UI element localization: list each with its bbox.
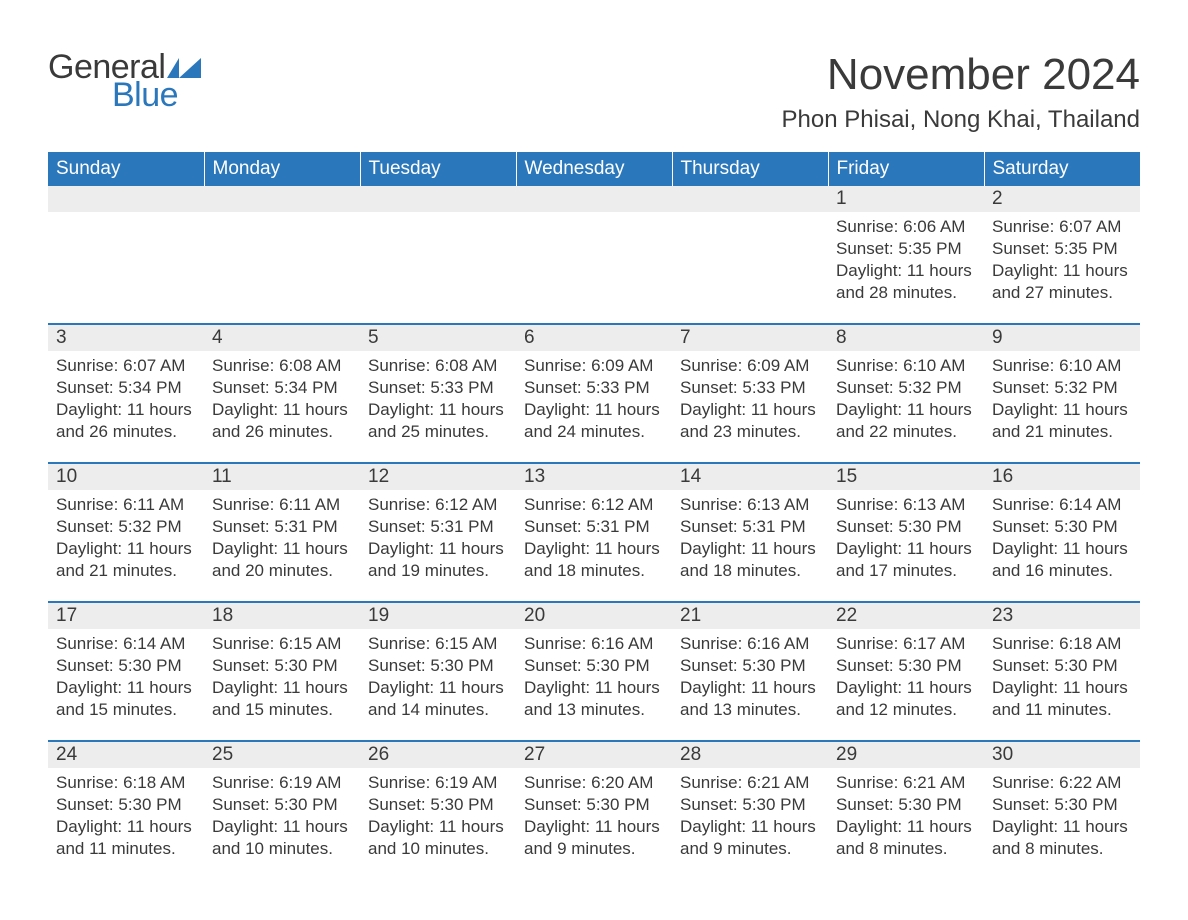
day-content-cell: Sunrise: 6:20 AMSunset: 5:30 PMDaylight:… (516, 768, 672, 880)
calendar-table: SundayMondayTuesdayWednesdayThursdayFrid… (48, 152, 1140, 880)
day-content-cell: Sunrise: 6:16 AMSunset: 5:30 PMDaylight:… (516, 629, 672, 741)
weekday-header: Sunday (48, 152, 204, 186)
day-number-cell: 22 (828, 602, 984, 629)
day-number-row: 17181920212223 (48, 602, 1140, 629)
day-number-cell: 14 (672, 463, 828, 490)
day-content-cell: Sunrise: 6:21 AMSunset: 5:30 PMDaylight:… (672, 768, 828, 880)
day-content-cell: Sunrise: 6:19 AMSunset: 5:30 PMDaylight:… (360, 768, 516, 880)
day-content-cell: Sunrise: 6:13 AMSunset: 5:31 PMDaylight:… (672, 490, 828, 602)
weekday-header: Thursday (672, 152, 828, 186)
day-content-cell: Sunrise: 6:12 AMSunset: 5:31 PMDaylight:… (360, 490, 516, 602)
day-content-row: Sunrise: 6:06 AMSunset: 5:35 PMDaylight:… (48, 212, 1140, 324)
day-content-cell: Sunrise: 6:10 AMSunset: 5:32 PMDaylight:… (984, 351, 1140, 463)
day-number-row: 12 (48, 186, 1140, 212)
day-content-cell: Sunrise: 6:09 AMSunset: 5:33 PMDaylight:… (672, 351, 828, 463)
day-content-cell: Sunrise: 6:13 AMSunset: 5:30 PMDaylight:… (828, 490, 984, 602)
day-number-cell: 20 (516, 602, 672, 629)
day-number-cell: 16 (984, 463, 1140, 490)
day-number-cell: 28 (672, 741, 828, 768)
day-number-cell: 15 (828, 463, 984, 490)
logo: General Blue (48, 50, 201, 112)
day-content-cell (516, 212, 672, 324)
day-number-cell: 23 (984, 602, 1140, 629)
day-content-cell: Sunrise: 6:18 AMSunset: 5:30 PMDaylight:… (48, 768, 204, 880)
day-number-cell (516, 186, 672, 212)
day-content-cell: Sunrise: 6:16 AMSunset: 5:30 PMDaylight:… (672, 629, 828, 741)
day-content-row: Sunrise: 6:07 AMSunset: 5:34 PMDaylight:… (48, 351, 1140, 463)
day-number-cell: 9 (984, 324, 1140, 351)
day-content-cell: Sunrise: 6:08 AMSunset: 5:34 PMDaylight:… (204, 351, 360, 463)
day-number-cell (360, 186, 516, 212)
day-content-cell: Sunrise: 6:15 AMSunset: 5:30 PMDaylight:… (204, 629, 360, 741)
day-number-cell: 17 (48, 602, 204, 629)
day-content-cell: Sunrise: 6:09 AMSunset: 5:33 PMDaylight:… (516, 351, 672, 463)
day-number-cell (672, 186, 828, 212)
day-content-row: Sunrise: 6:18 AMSunset: 5:30 PMDaylight:… (48, 768, 1140, 880)
day-number-cell: 1 (828, 186, 984, 212)
weekday-header: Friday (828, 152, 984, 186)
weekday-header: Wednesday (516, 152, 672, 186)
logo-text-blue: Blue (112, 78, 201, 112)
day-number-cell: 2 (984, 186, 1140, 212)
day-number-cell: 10 (48, 463, 204, 490)
day-number-cell: 3 (48, 324, 204, 351)
day-content-cell: Sunrise: 6:22 AMSunset: 5:30 PMDaylight:… (984, 768, 1140, 880)
day-number-cell: 27 (516, 741, 672, 768)
day-number-cell (204, 186, 360, 212)
day-number-cell: 26 (360, 741, 516, 768)
day-number-cell: 6 (516, 324, 672, 351)
weekday-header: Monday (204, 152, 360, 186)
day-number-cell: 21 (672, 602, 828, 629)
month-title: November 2024 (782, 50, 1140, 100)
day-number-cell: 29 (828, 741, 984, 768)
day-content-cell: Sunrise: 6:07 AMSunset: 5:35 PMDaylight:… (984, 212, 1140, 324)
day-number-cell: 12 (360, 463, 516, 490)
title-block: November 2024 Phon Phisai, Nong Khai, Th… (782, 50, 1140, 134)
day-number-cell: 30 (984, 741, 1140, 768)
weekday-header: Tuesday (360, 152, 516, 186)
day-content-cell: Sunrise: 6:19 AMSunset: 5:30 PMDaylight:… (204, 768, 360, 880)
day-content-cell: Sunrise: 6:06 AMSunset: 5:35 PMDaylight:… (828, 212, 984, 324)
day-content-cell: Sunrise: 6:18 AMSunset: 5:30 PMDaylight:… (984, 629, 1140, 741)
day-content-cell (48, 212, 204, 324)
day-content-cell: Sunrise: 6:11 AMSunset: 5:32 PMDaylight:… (48, 490, 204, 602)
day-number-cell: 13 (516, 463, 672, 490)
day-content-row: Sunrise: 6:11 AMSunset: 5:32 PMDaylight:… (48, 490, 1140, 602)
day-number-cell: 24 (48, 741, 204, 768)
day-number-cell: 8 (828, 324, 984, 351)
day-content-cell: Sunrise: 6:14 AMSunset: 5:30 PMDaylight:… (984, 490, 1140, 602)
day-number-row: 10111213141516 (48, 463, 1140, 490)
day-content-cell: Sunrise: 6:07 AMSunset: 5:34 PMDaylight:… (48, 351, 204, 463)
day-number-row: 3456789 (48, 324, 1140, 351)
day-number-cell: 19 (360, 602, 516, 629)
day-content-cell: Sunrise: 6:21 AMSunset: 5:30 PMDaylight:… (828, 768, 984, 880)
header: General Blue November 2024 Phon Phisai, … (48, 50, 1140, 134)
day-content-cell: Sunrise: 6:11 AMSunset: 5:31 PMDaylight:… (204, 490, 360, 602)
day-content-cell (672, 212, 828, 324)
day-content-row: Sunrise: 6:14 AMSunset: 5:30 PMDaylight:… (48, 629, 1140, 741)
calendar-header: SundayMondayTuesdayWednesdayThursdayFrid… (48, 152, 1140, 186)
day-content-cell: Sunrise: 6:08 AMSunset: 5:33 PMDaylight:… (360, 351, 516, 463)
day-content-cell: Sunrise: 6:17 AMSunset: 5:30 PMDaylight:… (828, 629, 984, 741)
location: Phon Phisai, Nong Khai, Thailand (782, 106, 1140, 134)
flag-icon (167, 58, 201, 78)
day-content-cell: Sunrise: 6:15 AMSunset: 5:30 PMDaylight:… (360, 629, 516, 741)
day-number-row: 24252627282930 (48, 741, 1140, 768)
day-number-cell: 25 (204, 741, 360, 768)
day-number-cell: 7 (672, 324, 828, 351)
day-number-cell: 11 (204, 463, 360, 490)
day-content-cell (204, 212, 360, 324)
day-number-cell: 5 (360, 324, 516, 351)
day-number-cell: 4 (204, 324, 360, 351)
day-content-cell: Sunrise: 6:14 AMSunset: 5:30 PMDaylight:… (48, 629, 204, 741)
weekday-header: Saturday (984, 152, 1140, 186)
day-content-cell (360, 212, 516, 324)
day-content-cell: Sunrise: 6:12 AMSunset: 5:31 PMDaylight:… (516, 490, 672, 602)
day-content-cell: Sunrise: 6:10 AMSunset: 5:32 PMDaylight:… (828, 351, 984, 463)
day-number-cell (48, 186, 204, 212)
day-number-cell: 18 (204, 602, 360, 629)
